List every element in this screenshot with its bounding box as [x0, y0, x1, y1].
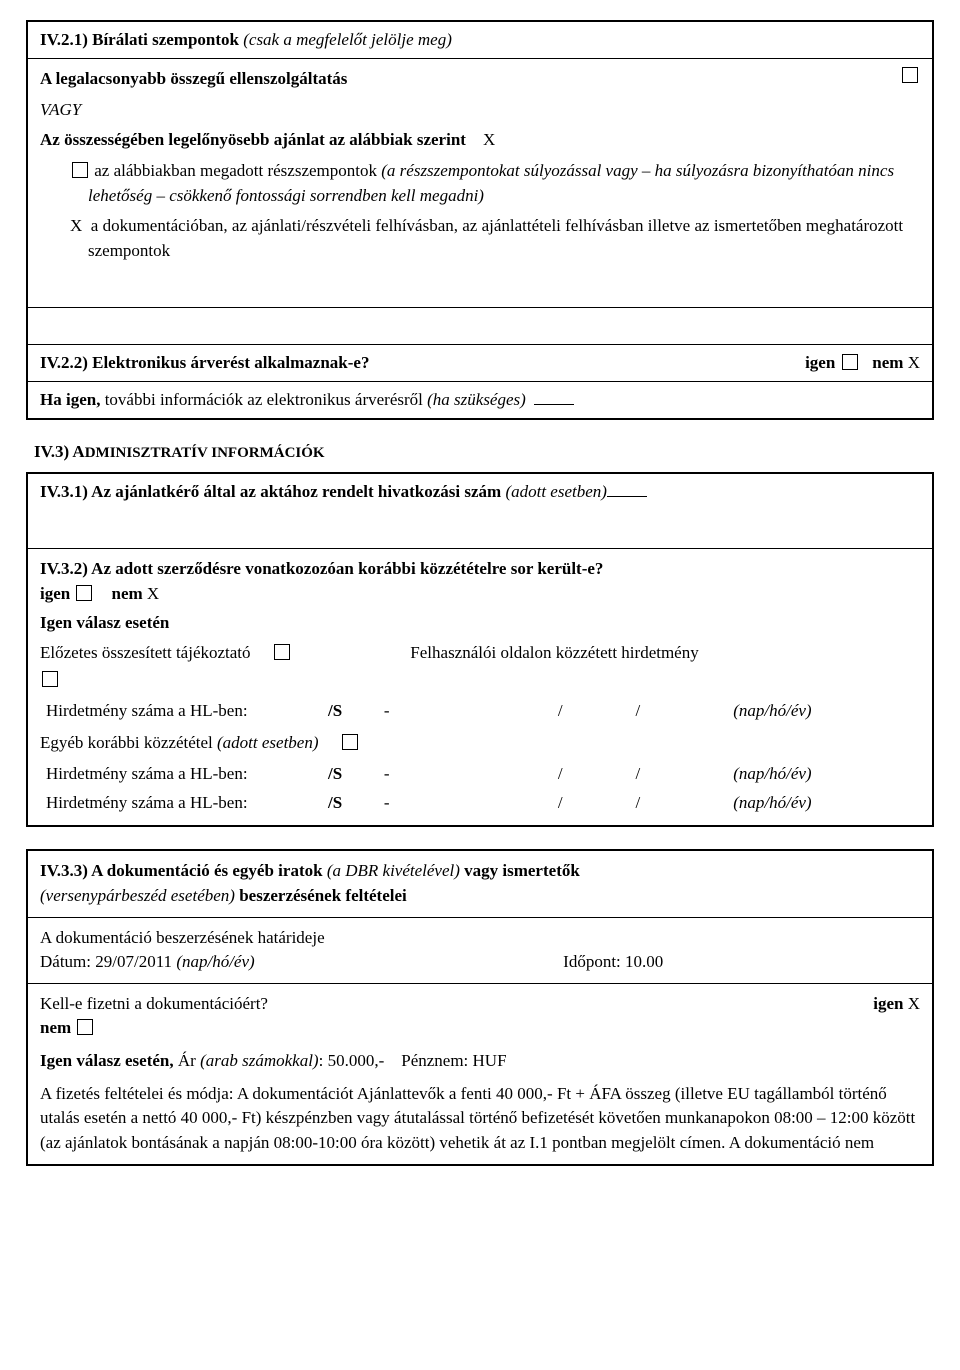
iv33-igen-x: X	[908, 994, 920, 1013]
iv33-price-b: (arab számokkal)	[200, 1051, 319, 1070]
hl-s-1: /S	[322, 697, 378, 726]
iv32-igen-label: igen	[40, 584, 70, 603]
lowest-price-label: A legalacsonyabb összegű ellenszolgáltat…	[40, 69, 347, 88]
iv22-nem-label: nem	[872, 353, 903, 372]
iv33-date-hint: (nap/hó/év)	[176, 952, 254, 971]
hl-label-2: Hirdetmény száma a HL-ben:	[40, 760, 322, 789]
iv22-row: IV.2.2) Elektronikus árverést alkalmazna…	[28, 345, 932, 382]
iv31-hint: (adott esetben)	[505, 482, 607, 501]
section-iv2-box: IV.2.1) Bírálati szempontok (csak a megf…	[26, 20, 934, 420]
iv22-igen-label: igen	[805, 353, 835, 372]
iv33-t3: vagy ismertetők	[464, 861, 580, 880]
iv21-title-hint: (csak a megfelelőt jelölje meg)	[243, 30, 452, 49]
iv21-header: IV.2.1) Bírálati szempontok (csak a megf…	[28, 22, 932, 59]
hl-row-3: Hirdetmény száma a HL-ben: /S - / / (nap…	[40, 789, 920, 818]
iv22-haigen-b: további információk az elektronikus árve…	[105, 390, 427, 409]
hl-slash-3a: /	[552, 789, 588, 818]
iv33-body: Kell-e fizetni a dokumentációért? igen X…	[28, 984, 932, 1164]
iv32-question: IV.3.2) Az adott szerződésre vonatkozozó…	[40, 559, 603, 578]
section-iv31-32-box: IV.3.1) Az ajánlatkérő által az aktához …	[26, 472, 934, 827]
iv22-haigen: Ha igen, további információk az elektron…	[28, 382, 932, 418]
iv33-dl: A dokumentáció beszerzésének határideje	[40, 926, 920, 951]
iv33-igen-label: igen	[873, 994, 903, 1013]
iv32-nem-label: nem	[111, 584, 142, 603]
iv33-price-a: Ár	[178, 1051, 200, 1070]
subcriteria-checkbox[interactable]	[72, 162, 88, 178]
iv33-paragraph: A fizetés feltételei és módja: A dokumen…	[40, 1082, 920, 1156]
iv33-nem-label: nem	[40, 1018, 71, 1037]
iv32-nem-x: X	[147, 584, 159, 603]
iv32-other-checkbox[interactable]	[342, 734, 358, 750]
iv32-userpub: Felhasználói oldalon közzétett hirdetmén…	[410, 643, 698, 662]
iv32-igen-checkbox[interactable]	[76, 585, 92, 601]
iv22-igen-checkbox[interactable]	[842, 354, 858, 370]
hl-slash-3b: /	[630, 789, 666, 818]
iv33-payq: Kell-e fizetni a dokumentációért?	[40, 994, 268, 1013]
hl-slash-1a: /	[552, 697, 588, 726]
iv32-userpub-checkbox[interactable]	[42, 671, 58, 687]
iv32-other-b: (adott esetben)	[217, 733, 319, 752]
iv32-prelim-checkbox[interactable]	[274, 644, 290, 660]
best-offer-x: X	[483, 130, 495, 149]
vagy-label: VAGY	[40, 98, 920, 123]
hl-label-1: Hirdetmény száma a HL-ben:	[40, 697, 322, 726]
best-offer-label: Az összességében legelőnyösebb ajánlat a…	[40, 130, 466, 149]
iv33-t5: beszerzésének feltételei	[239, 886, 407, 905]
iv33-nem-checkbox[interactable]	[77, 1019, 93, 1035]
iv32-body: IV.3.2) Az adott szerződésre vonatkozozó…	[28, 549, 932, 825]
iv31-title: IV.3.1) Az ajánlatkérő által az aktához …	[40, 482, 505, 501]
iv21-body: A legalacsonyabb összegű ellenszolgáltat…	[28, 59, 932, 308]
hl-slash-1b: /	[630, 697, 666, 726]
hl-s-2: /S	[322, 760, 378, 789]
hl-dash-1: -	[378, 697, 430, 726]
iv33-yescase: Igen válasz esetén,	[40, 1051, 178, 1070]
iv3-heading: IV.3) ADMINISZTRATÍV INFORMÁCIÓK	[34, 442, 934, 462]
iv21-title: IV.2.1) Bírálati szempontok	[40, 30, 243, 49]
hl-date-1: (nap/hó/év)	[727, 697, 920, 726]
iv33-t4: (versenypárbeszéd esetében)	[40, 886, 239, 905]
iv22-nem-x: X	[908, 353, 920, 372]
iv32-other-a: Egyéb korábbi közzététel	[40, 733, 217, 752]
iv31-row: IV.3.1) Az ajánlatkérő által az aktához …	[28, 474, 932, 549]
iv33-price-c: : 50.000,-	[319, 1051, 385, 1070]
iv33-currency: Pénznem: HUF	[401, 1051, 506, 1070]
hl-label-3: Hirdetmény száma a HL-ben:	[40, 789, 322, 818]
hl-date-3: (nap/hó/év)	[727, 789, 920, 818]
hl-dash-3: -	[378, 789, 430, 818]
doc-criteria-x: X	[70, 216, 82, 235]
empty-cell	[28, 308, 932, 345]
hl-row-2: Hirdetmény száma a HL-ben: /S - / / (nap…	[40, 760, 920, 789]
doc-criteria-text: a dokumentációban, az ajánlati/részvétel…	[88, 216, 903, 260]
iv32-prelim: Előzetes összesített tájékoztató	[40, 643, 251, 662]
hl-slash-2a: /	[552, 760, 588, 789]
iv31-blank[interactable]	[607, 496, 647, 497]
iv33-time: Időpont: 10.00	[563, 952, 663, 971]
hl-row-1: Hirdetmény száma a HL-ben: /S - / / (nap…	[40, 697, 920, 726]
hl-dash-2: -	[378, 760, 430, 789]
iv22-question: IV.2.2) Elektronikus árverést alkalmazna…	[40, 353, 369, 372]
hl-date-2: (nap/hó/év)	[727, 760, 920, 789]
iv22-haigen-c: (ha szükséges)	[427, 390, 526, 409]
hl-slash-2b: /	[630, 760, 666, 789]
iv32-yescase: Igen válasz esetén	[40, 611, 920, 636]
iv33-deadline: A dokumentáció beszerzésének határideje …	[28, 918, 932, 984]
lowest-price-checkbox[interactable]	[902, 67, 918, 83]
iv33-t1: IV.3.3) A dokumentáció és egyéb iratok	[40, 861, 327, 880]
section-iv33-box: IV.3.3) A dokumentáció és egyéb iratok (…	[26, 849, 934, 1165]
iv33-date-lbl: Dátum: 29/07/2011	[40, 952, 176, 971]
hl-s-3: /S	[322, 789, 378, 818]
iv22-haigen-a: Ha igen,	[40, 390, 100, 409]
iv33-header: IV.3.3) A dokumentáció és egyéb iratok (…	[28, 851, 932, 917]
subcriteria-text: az alábbiakban megadott részszempontok	[94, 161, 381, 180]
iv33-t2: (a DBR kivételével)	[327, 861, 464, 880]
iv22-blank[interactable]	[534, 404, 574, 405]
